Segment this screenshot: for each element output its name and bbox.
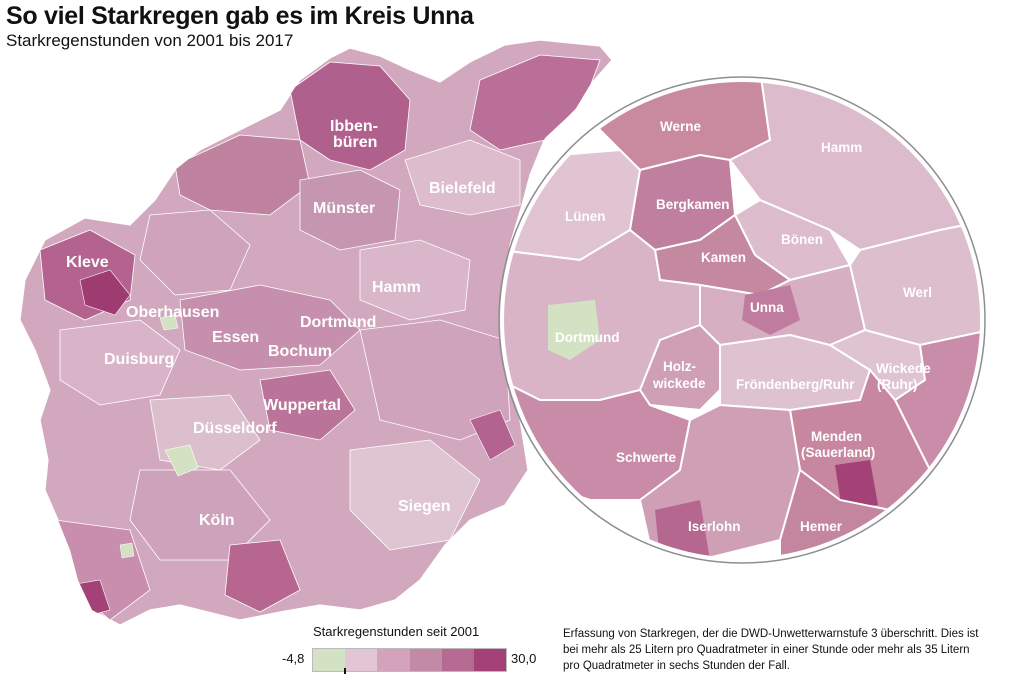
city-label-wuppertal: Wuppertal [263, 397, 341, 414]
region-bielefeld [404, 139, 521, 216]
chart-subtitle: Starkregenstunden von 2001 bis 2017 [6, 31, 294, 50]
city-label-ibbenbueren-line2: büren [333, 134, 377, 151]
inset-label-froendenberg: Fröndenberg/Ruhr [736, 377, 855, 392]
region-wuppertal [259, 369, 356, 441]
region-muenster [299, 169, 401, 251]
legend-swatch-5 [441, 649, 474, 671]
inset-magnifier: Werne Hamm Bergkamen Lünen Bönen Kamen W… [498, 76, 986, 564]
legend-color-scale [312, 648, 507, 672]
city-label-essen: Essen [212, 329, 259, 346]
region-east-dark [469, 409, 516, 461]
city-label-siegen: Siegen [398, 498, 450, 515]
city-label-bielefeld: Bielefeld [429, 180, 496, 197]
inset-area-iserlohn-dark [655, 500, 710, 560]
inset-label-kamen: Kamen [701, 250, 746, 265]
inset-label-menden-line2: (Sauerland) [801, 445, 875, 460]
region-ruhr [179, 284, 361, 371]
inset-label-werne: Werne [660, 119, 702, 134]
inset-label-holzwickede-line1: Holz- [663, 359, 696, 374]
region-hamm-area [359, 239, 471, 321]
inset-label-luenen: Lünen [565, 209, 606, 224]
inset-label-unna: Unna [750, 300, 784, 315]
inset-label-wickede-line2: (Ruhr) [877, 377, 918, 392]
region-ibbenbueren [289, 61, 411, 171]
legend-title: Starkregenstunden seit 2001 [313, 624, 480, 639]
legend-swatch-4 [409, 649, 442, 671]
city-label-dortmund: Dortmund [300, 314, 376, 331]
region-green-duesseldorf [164, 444, 199, 477]
region-siegen [349, 439, 481, 551]
inset-outline [498, 76, 986, 564]
legend-zero-tick [344, 668, 346, 674]
inset-rim [500, 78, 984, 562]
inset-area-menden-dark [835, 460, 878, 510]
inset-area-unna-dark [742, 285, 800, 335]
nrw-municipality-shading [39, 54, 601, 621]
region-bonn [224, 539, 301, 613]
city-label-oberhausen: Oberhausen [126, 304, 219, 321]
city-label-bochum: Bochum [268, 343, 332, 360]
inset-label-bergkamen: Bergkamen [656, 197, 730, 212]
city-label-kleve: Kleve [66, 254, 109, 271]
region-tecklenburg [174, 134, 311, 216]
city-label-ibbenbueren-line1: Ibben- [330, 118, 378, 135]
legend-swatch-3 [377, 649, 410, 671]
inset-label-hemer: Hemer [800, 519, 843, 534]
region-borken [139, 209, 251, 296]
inset-label-wickede-line1: Wickede [876, 361, 931, 376]
nrw-map: Ibben- büren Bielefeld Münster Kleve Ham… [19, 39, 613, 626]
city-labels: Ibben- büren Bielefeld Münster Kleve Ham… [66, 118, 496, 529]
inset-label-boenen: Bönen [781, 232, 823, 247]
region-green-koeln [119, 542, 135, 559]
city-label-hamm: Hamm [372, 279, 421, 296]
region-kleve-dark [79, 269, 131, 316]
region-green-oberhausen [159, 314, 179, 331]
inset-label-hamm: Hamm [821, 140, 862, 155]
inset-area-dortmund-green [548, 300, 600, 360]
chart-title: So viel Starkregen gab es im Kreis Unna [6, 2, 474, 30]
legend-swatch-2 [345, 649, 378, 671]
inset-label-iserlohn: Iserlohn [688, 519, 741, 534]
inset-label-schwerte: Schwerte [616, 450, 677, 465]
legend-max-value: 30,0 [511, 651, 537, 666]
region-sauerland [359, 319, 511, 441]
city-label-muenster: Münster [313, 200, 375, 217]
city-label-koeln: Köln [199, 512, 235, 529]
legend-min-value: -4,8 [282, 651, 305, 666]
legend-swatch-6 [473, 649, 507, 671]
region-duisburg [59, 319, 181, 406]
city-label-duesseldorf: Düsseldorf [193, 420, 277, 437]
inset-label-holzwickede-line2: wickede [652, 376, 706, 391]
inset-label-menden-line1: Menden [811, 429, 862, 444]
inset-labels: Werne Hamm Bergkamen Lünen Bönen Kamen W… [555, 119, 932, 534]
methodology-note: Erfassung von Starkregen, der die DWD-Un… [563, 628, 979, 672]
inset-label-dortmund: Dortmund [555, 330, 620, 345]
city-label-duisburg: Duisburg [104, 351, 174, 368]
legend-swatch-1 [313, 649, 346, 671]
inset-label-werl: Werl [903, 285, 932, 300]
